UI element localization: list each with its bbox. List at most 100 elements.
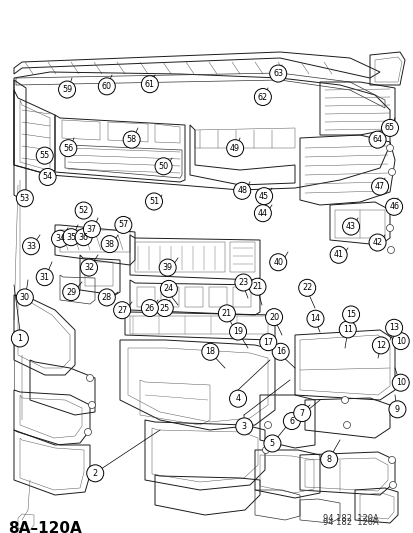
Text: 33: 33 — [26, 242, 36, 251]
Circle shape — [101, 236, 118, 253]
Circle shape — [229, 323, 246, 340]
Circle shape — [386, 224, 392, 231]
Circle shape — [62, 284, 80, 301]
Circle shape — [248, 278, 266, 295]
Text: 20: 20 — [268, 313, 278, 321]
Bar — [137, 287, 154, 307]
Text: 11: 11 — [342, 325, 352, 334]
Circle shape — [235, 418, 252, 435]
Circle shape — [226, 140, 243, 157]
Circle shape — [113, 302, 131, 319]
Text: 47: 47 — [374, 182, 384, 191]
Text: 2: 2 — [93, 469, 97, 478]
Text: 46: 46 — [388, 203, 398, 211]
Text: 17: 17 — [263, 338, 273, 346]
Circle shape — [62, 229, 80, 246]
Circle shape — [269, 254, 286, 271]
Bar — [130, 316, 267, 334]
Text: 94 182  120A: 94 182 120A — [322, 514, 378, 523]
Text: 16: 16 — [275, 348, 285, 356]
Text: 51: 51 — [149, 197, 159, 206]
Text: 10: 10 — [395, 337, 405, 345]
Circle shape — [265, 309, 282, 326]
Circle shape — [387, 168, 394, 175]
Bar — [85, 262, 113, 286]
Circle shape — [385, 198, 402, 215]
Circle shape — [264, 422, 271, 429]
Text: 15: 15 — [345, 310, 355, 319]
Circle shape — [385, 319, 402, 336]
Circle shape — [293, 405, 310, 422]
Text: 21: 21 — [252, 282, 262, 291]
Text: 29: 29 — [66, 288, 76, 296]
Circle shape — [141, 300, 158, 317]
Text: 12: 12 — [375, 341, 385, 350]
Circle shape — [254, 88, 271, 106]
Circle shape — [154, 158, 172, 175]
Circle shape — [368, 234, 385, 251]
Bar — [209, 287, 226, 307]
Text: 53: 53 — [20, 194, 30, 203]
Text: 40: 40 — [273, 258, 282, 266]
Circle shape — [298, 279, 315, 296]
Text: 8A–120A: 8A–120A — [8, 521, 82, 533]
Bar — [230, 242, 254, 272]
Text: 61: 61 — [145, 80, 154, 88]
Text: 10: 10 — [395, 378, 405, 387]
Circle shape — [338, 321, 356, 338]
Circle shape — [98, 289, 115, 306]
Text: 54: 54 — [43, 173, 52, 181]
Text: 42: 42 — [372, 238, 382, 247]
Circle shape — [123, 131, 140, 148]
Bar — [185, 287, 202, 307]
Circle shape — [145, 193, 162, 210]
Text: 5: 5 — [269, 439, 274, 448]
Circle shape — [141, 76, 158, 93]
Text: 13: 13 — [388, 324, 398, 332]
Circle shape — [371, 337, 389, 354]
Text: 32: 32 — [84, 263, 94, 272]
Circle shape — [36, 147, 53, 164]
Text: 14: 14 — [310, 314, 320, 323]
Text: 27: 27 — [117, 306, 127, 314]
Text: 41: 41 — [333, 251, 343, 259]
Circle shape — [259, 334, 276, 351]
Circle shape — [75, 202, 92, 219]
Circle shape — [262, 447, 269, 454]
Circle shape — [386, 144, 392, 151]
Circle shape — [11, 330, 28, 347]
Circle shape — [282, 413, 300, 430]
Text: 19: 19 — [233, 327, 242, 336]
Bar — [161, 287, 178, 307]
Bar — [233, 287, 250, 307]
Circle shape — [218, 305, 235, 322]
Circle shape — [342, 306, 359, 323]
Bar — [60, 230, 130, 252]
Text: 3: 3 — [241, 422, 246, 431]
Text: 44: 44 — [257, 209, 267, 217]
Circle shape — [329, 246, 347, 263]
Text: 36: 36 — [78, 233, 88, 241]
Circle shape — [306, 310, 323, 327]
Text: 63: 63 — [273, 69, 282, 78]
Circle shape — [84, 429, 91, 435]
Text: 38: 38 — [104, 240, 114, 248]
Circle shape — [233, 182, 250, 199]
Text: 31: 31 — [40, 273, 50, 281]
Circle shape — [159, 259, 176, 276]
Circle shape — [271, 343, 289, 360]
Circle shape — [22, 238, 40, 255]
Text: 21: 21 — [221, 309, 231, 318]
Text: 34: 34 — [55, 235, 65, 243]
Circle shape — [389, 481, 396, 489]
Circle shape — [16, 190, 33, 207]
Circle shape — [51, 230, 69, 247]
Text: 35: 35 — [66, 233, 76, 241]
Text: 60: 60 — [102, 82, 112, 91]
Circle shape — [320, 451, 337, 468]
Text: 39: 39 — [162, 263, 172, 272]
Circle shape — [86, 465, 104, 482]
Text: 49: 49 — [230, 144, 240, 152]
Circle shape — [59, 140, 77, 157]
Circle shape — [254, 205, 271, 222]
